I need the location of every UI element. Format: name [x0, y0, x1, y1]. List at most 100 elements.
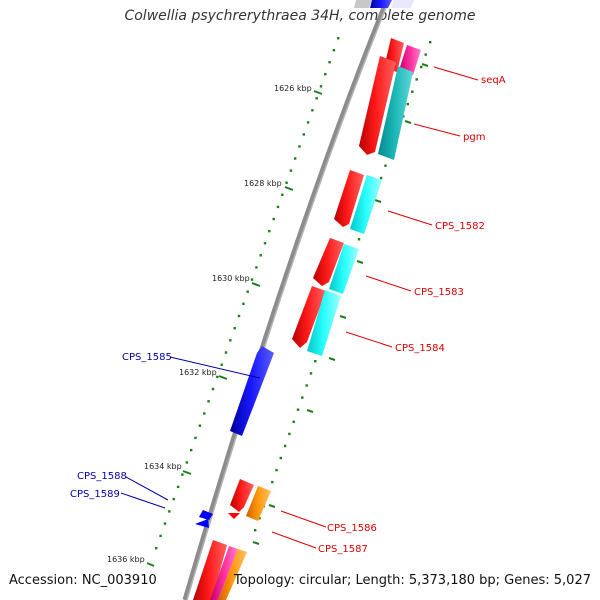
minor-tick-dot — [337, 37, 340, 40]
gene-CPS-1583-red — [313, 238, 344, 286]
minor-tick-dot — [305, 384, 308, 387]
minor-tick-dot — [272, 217, 275, 221]
minor-tick-dot — [155, 547, 158, 550]
map-title: Colwellia psychrerythraea 34H, complete … — [124, 8, 476, 24]
minor-tick-dot — [285, 181, 288, 184]
label-connectors — [120, 66, 479, 549]
gene-CPS-1582 — [350, 175, 382, 234]
tick-label-1628: 1628 kbp — [244, 179, 282, 188]
minor-tick-dot — [306, 121, 310, 124]
minor-tick-dot — [296, 408, 300, 411]
tick-label-1636: 1636 kbp — [107, 555, 145, 564]
gene-CPS-1582-red — [334, 170, 364, 227]
label-CPS-1589: CPS_1589 — [70, 489, 120, 500]
label-CPS-1588: CPS_1588 — [77, 471, 127, 482]
label-CPS-1586: CPS_1586 — [327, 523, 377, 534]
minor-tick-dot — [298, 145, 301, 148]
minor-tick-dot — [319, 85, 323, 88]
forward-genes — [193, 38, 421, 600]
minor-tick-dot — [301, 396, 304, 399]
minor-tick-dot — [294, 157, 297, 160]
minor-tick-dot — [314, 360, 317, 363]
gene-CPS-1589 — [195, 519, 209, 528]
minor-tick-dot — [357, 238, 361, 241]
minor-tick-dot — [229, 339, 232, 342]
minor-tick-dot — [263, 242, 267, 245]
minor-tick-dot — [379, 176, 383, 180]
minor-tick-dot — [411, 90, 414, 93]
tick-label-1630: 1630 kbp — [212, 274, 250, 283]
label-CPS-1584: CPS_1584 — [395, 343, 445, 354]
genome-backbone — [182, 0, 390, 600]
minor-tick-dot — [424, 53, 427, 56]
gene-pgm — [378, 66, 413, 160]
tick-mark-1626 — [313, 90, 323, 95]
minor-tick-dot — [275, 468, 278, 472]
minor-tick-dot — [172, 497, 175, 501]
backbone-line — [182, 0, 390, 600]
minor-tick-dot — [255, 266, 258, 269]
minor-ticks-left — [155, 37, 340, 550]
gene-CPS-1584-red — [292, 286, 326, 348]
minor-tick-dot — [168, 510, 171, 513]
gene-CPS-1586-red — [230, 479, 254, 512]
minor-tick-dot — [415, 78, 418, 81]
gene-CPS-1587-red — [193, 540, 227, 600]
minor-tick-dot — [259, 254, 262, 257]
gene-CPS-1587 — [210, 546, 238, 600]
minor-tick-dot — [163, 522, 167, 525]
minor-tick-dot — [237, 314, 241, 318]
minor-tick-dot — [420, 65, 423, 69]
gene-CPS-1586 — [246, 486, 271, 521]
backbone-line — [186, 0, 390, 600]
minor-tick-dot — [254, 529, 257, 532]
minor-tick-dot — [302, 133, 305, 136]
gene-CPS-1583 — [329, 244, 359, 294]
minor-tick-dot — [258, 517, 261, 520]
gene-labels: seqA pgm CPS_1582 CPS_1583 CPS_1584 CPS_… — [70, 75, 506, 555]
minor-tick-dot — [384, 164, 387, 167]
minor-tick-dot — [328, 61, 331, 64]
minor-tick-dot — [271, 480, 274, 484]
minor-tick-dot — [332, 49, 336, 52]
minor-tick-dot — [288, 432, 291, 436]
minor-tick-dot — [276, 205, 280, 209]
minor-tick-dot — [181, 473, 184, 476]
minor-tick-dot — [268, 229, 271, 233]
minor-tick-dot — [292, 420, 295, 423]
major-ticks: 1626 kbp 1628 kbp 1630 kbp 1632 kbp 1634… — [107, 84, 323, 567]
minor-tick-dot — [242, 302, 245, 305]
tick-label-1632: 1632 kbp — [179, 368, 217, 377]
gene-CPS-1585 — [230, 346, 274, 436]
gene-CPS-1588 — [199, 510, 213, 520]
label-seqA: seqA — [481, 75, 506, 86]
minor-tick-dot — [207, 400, 210, 403]
minor-tick-dot — [224, 351, 228, 354]
gene-CPS-1586-small — [228, 513, 240, 519]
minor-tick-dot — [324, 73, 327, 76]
minor-tick-dot — [216, 375, 219, 379]
minor-tick-dot — [220, 363, 223, 366]
minor-tick-dot — [203, 412, 206, 415]
gene-CPS-1584 — [307, 290, 341, 356]
tick-mark-1628 — [284, 186, 294, 191]
minor-tick-dot — [309, 372, 313, 375]
minor-tick-dot — [198, 424, 202, 427]
gene-CPS-1587-orange — [218, 549, 247, 600]
minor-tick-dot — [311, 109, 314, 112]
gene-pgm-red — [359, 56, 396, 155]
label-CPS-1582: CPS_1582 — [435, 221, 485, 232]
minor-tick-dot — [176, 485, 180, 489]
label-CPS-1587: CPS_1587 — [318, 544, 368, 555]
minor-tick-dot — [211, 387, 215, 391]
tick-mark-1634 — [182, 470, 192, 475]
minor-tick-dot — [315, 97, 318, 100]
accession-text: Accession: NC_003910 — [9, 573, 157, 588]
minor-tick-dot — [281, 193, 284, 196]
minor-tick-dot — [429, 41, 432, 44]
feature-markers — [252, 63, 429, 545]
topology-text: Topology: circular; Length: 5,373,180 bp… — [233, 573, 591, 588]
label-pgm: pgm — [463, 132, 485, 143]
reverse-genes — [195, 346, 274, 528]
